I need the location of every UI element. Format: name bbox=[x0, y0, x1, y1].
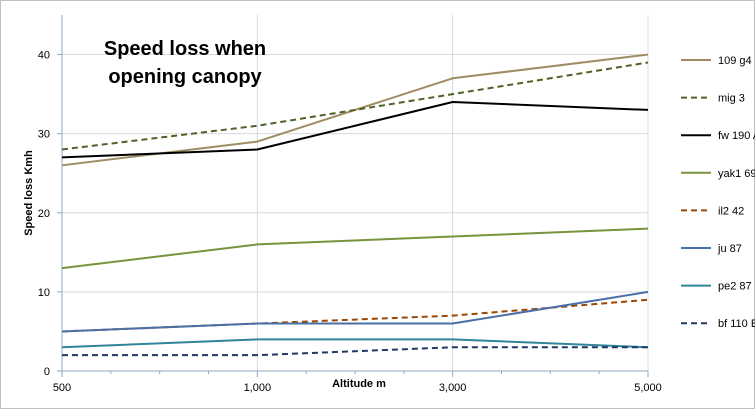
y-axis-title: Speed loss Kmh bbox=[23, 150, 35, 236]
gridlines bbox=[62, 15, 649, 371]
legend-label: fw 190 A3 bbox=[718, 130, 755, 142]
y-tick-label: 20 bbox=[38, 208, 50, 220]
x-tick-label: 5,000 bbox=[634, 382, 662, 394]
series-line-yak1-69 bbox=[61, 227, 649, 270]
legend-entry: fw 190 A3 bbox=[681, 130, 755, 142]
series-line-ju-87 bbox=[61, 290, 649, 333]
y-tick-label: 0 bbox=[44, 366, 50, 378]
y-tick-label: 10 bbox=[38, 287, 50, 299]
legend-label: pe2 87 bbox=[718, 281, 752, 293]
legend-entry: pe2 87 bbox=[681, 281, 752, 293]
legend-entry: mig 3 bbox=[681, 93, 745, 105]
legend-entry: ju 87 bbox=[681, 243, 742, 255]
series-line-mig-3 bbox=[61, 61, 649, 151]
x-tick-label: 1,000 bbox=[244, 382, 272, 394]
series-lines bbox=[61, 53, 649, 357]
legend-entry: il2 42 bbox=[681, 205, 744, 217]
series-line-pe2-87 bbox=[61, 338, 649, 349]
legend-label: ju 87 bbox=[717, 243, 742, 255]
y-tick-label: 30 bbox=[38, 129, 50, 141]
legend-label: yak1 69 bbox=[718, 168, 755, 180]
legend-label: 109 g4 bbox=[718, 55, 752, 67]
legend-entry: yak1 69 bbox=[681, 168, 755, 180]
series-line-il2-42 bbox=[61, 298, 649, 333]
series-line-bf-110-e2 bbox=[62, 346, 648, 357]
y-tick-label: 40 bbox=[38, 50, 50, 62]
series-line-fw-190-a3 bbox=[61, 101, 649, 159]
chart-title-line-2: opening canopy bbox=[108, 66, 262, 88]
chart-title: Speed loss when opening canopy bbox=[104, 38, 266, 88]
x-tick-label: 3,000 bbox=[439, 382, 467, 394]
legend-label: mig 3 bbox=[718, 93, 745, 105]
axes: 0 10 20 30 40 500 1,000 3,000 5,000 bbox=[38, 15, 662, 394]
x-tick-label: 500 bbox=[53, 382, 71, 394]
legend-label: bf 110 E2 bbox=[718, 318, 755, 330]
legend: 109 g4 mig 3 fw 190 A3 yak1 69 il2 42 ju 87 pe… bbox=[681, 55, 755, 330]
legend-entry: 109 g4 bbox=[681, 55, 752, 67]
x-axis-title: Altitude m bbox=[332, 378, 386, 390]
legend-label: il2 42 bbox=[718, 205, 744, 217]
legend-entry: bf 110 E2 bbox=[681, 318, 755, 330]
chart-title-line-1: Speed loss when bbox=[104, 38, 266, 60]
